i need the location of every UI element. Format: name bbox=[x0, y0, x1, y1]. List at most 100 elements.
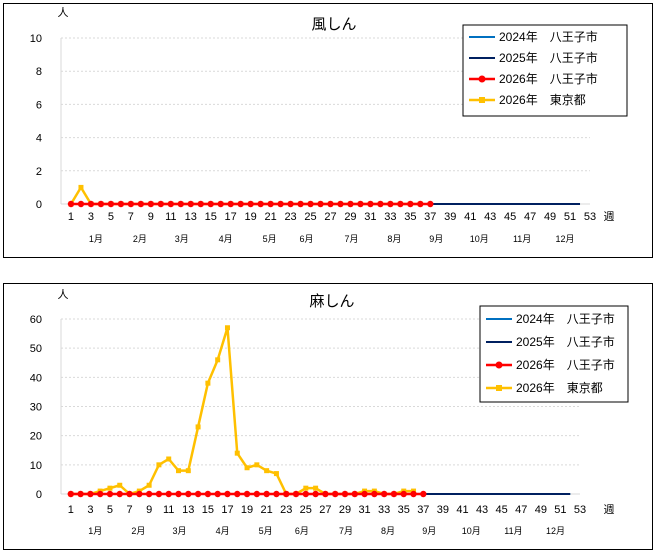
month-label: 12月 bbox=[556, 234, 575, 244]
x-tick-label: 29 bbox=[344, 211, 356, 223]
x-tick-label: 53 bbox=[584, 211, 596, 223]
x-tick-label: 43 bbox=[476, 504, 488, 516]
y-tick-label: 30 bbox=[30, 402, 42, 414]
x-tick-label: 5 bbox=[108, 211, 114, 223]
data-point bbox=[176, 468, 182, 474]
x-tick-label: 27 bbox=[324, 211, 336, 223]
x-unit-label: 週 bbox=[604, 503, 615, 516]
x-tick-label: 15 bbox=[202, 504, 214, 516]
x-tick-label: 33 bbox=[384, 211, 396, 223]
x-tick-label: 7 bbox=[126, 504, 132, 516]
x-tick-label: 13 bbox=[185, 211, 197, 223]
data-point bbox=[273, 471, 279, 477]
x-tick-label: 41 bbox=[456, 504, 468, 516]
y-tick-label: 0 bbox=[36, 489, 42, 501]
legend-swatch-marker bbox=[496, 385, 502, 391]
data-point bbox=[67, 200, 75, 208]
month-label: 1月 bbox=[89, 234, 103, 244]
y-unit-label: 人 bbox=[58, 6, 69, 19]
data-point bbox=[380, 490, 388, 498]
month-label: 5月 bbox=[263, 234, 277, 244]
x-tick-label: 27 bbox=[319, 504, 331, 516]
data-point bbox=[166, 456, 172, 462]
legend-label: 2026年 東京都 bbox=[516, 381, 603, 395]
legend: 2024年 八王子市 2025年 八王子市 2026年 八王子市 2026年 東京都 bbox=[479, 305, 629, 403]
legend: 2024年 八王子市 2025年 八王子市 2026年 八王子市 2026年 東京都 bbox=[462, 24, 628, 117]
measles-chart-panel: 麻しん人 0 10 20 30 40 50 60 1 3 5 7 9 11 13 15 17 19 21 23 25 27… bbox=[3, 283, 653, 550]
x-tick-label: 43 bbox=[484, 211, 496, 223]
data-point bbox=[263, 490, 270, 498]
x-tick-label: 31 bbox=[358, 504, 370, 516]
x-tick-label: 29 bbox=[339, 504, 351, 516]
x-tick-label: 45 bbox=[496, 504, 508, 516]
x-tick-label: 23 bbox=[280, 504, 292, 516]
data-point bbox=[234, 490, 241, 498]
y-tick-label: 8 bbox=[36, 66, 42, 78]
data-point bbox=[227, 200, 234, 208]
data-point bbox=[361, 490, 368, 498]
month-label: 10月 bbox=[470, 234, 489, 244]
month-label: 11月 bbox=[513, 234, 531, 244]
data-point bbox=[264, 468, 270, 474]
x-tick-label: 25 bbox=[304, 211, 316, 223]
data-point bbox=[303, 485, 309, 491]
x-tick-label: 31 bbox=[364, 211, 376, 223]
data-point bbox=[77, 200, 85, 208]
legend-swatch-marker bbox=[478, 75, 486, 83]
legend-label: 2026年 八王子市 bbox=[499, 71, 598, 86]
data-point bbox=[337, 200, 344, 208]
x-tick-label: 5 bbox=[107, 504, 113, 516]
legend-swatch-marker bbox=[495, 361, 503, 369]
data-point bbox=[254, 462, 260, 468]
data-point bbox=[417, 200, 424, 208]
data-point bbox=[351, 490, 358, 498]
x-tick-label: 19 bbox=[241, 504, 253, 516]
data-point bbox=[156, 462, 162, 468]
data-point bbox=[146, 482, 152, 488]
month-label: 12月 bbox=[546, 526, 565, 536]
data-point bbox=[175, 490, 182, 498]
y-tick-label: 4 bbox=[36, 133, 42, 145]
data-point bbox=[377, 200, 384, 208]
data-point bbox=[390, 490, 398, 498]
x-tick-label: 37 bbox=[424, 211, 436, 223]
data-point bbox=[410, 490, 417, 498]
data-point bbox=[177, 200, 184, 208]
x-tick-label: 21 bbox=[264, 211, 276, 223]
data-point bbox=[244, 465, 250, 471]
data-point bbox=[234, 450, 240, 456]
data-point bbox=[195, 424, 201, 430]
data-point bbox=[107, 200, 115, 208]
x-tick-label: 3 bbox=[88, 211, 94, 223]
x-unit-label: 週 bbox=[604, 210, 615, 223]
data-point bbox=[287, 200, 294, 208]
x-tick-label: 47 bbox=[524, 211, 536, 223]
data-point bbox=[357, 200, 364, 208]
x-tick-label: 47 bbox=[515, 504, 527, 516]
data-point bbox=[397, 200, 404, 208]
data-point bbox=[207, 200, 214, 208]
data-point bbox=[331, 490, 339, 498]
x-tick-label: 17 bbox=[225, 211, 237, 223]
legend-label: 2025年 八王子市 bbox=[516, 334, 615, 349]
x-tick-label: 51 bbox=[554, 504, 566, 516]
y-tick-label: 2 bbox=[36, 166, 42, 178]
month-label: 6月 bbox=[300, 234, 314, 244]
y-tick-label: 40 bbox=[30, 372, 42, 384]
data-point bbox=[312, 490, 319, 498]
data-point bbox=[215, 357, 221, 363]
data-point bbox=[87, 490, 94, 498]
data-point bbox=[307, 200, 314, 208]
data-point bbox=[313, 485, 319, 491]
data-point bbox=[267, 200, 274, 208]
month-label: 7月 bbox=[339, 526, 353, 536]
data-point bbox=[167, 200, 174, 208]
data-point bbox=[297, 200, 304, 208]
y-tick-label: 10 bbox=[30, 460, 42, 472]
month-label: 5月 bbox=[259, 526, 273, 536]
month-label: 7月 bbox=[344, 234, 358, 244]
data-point bbox=[243, 490, 251, 498]
data-point bbox=[253, 490, 261, 498]
